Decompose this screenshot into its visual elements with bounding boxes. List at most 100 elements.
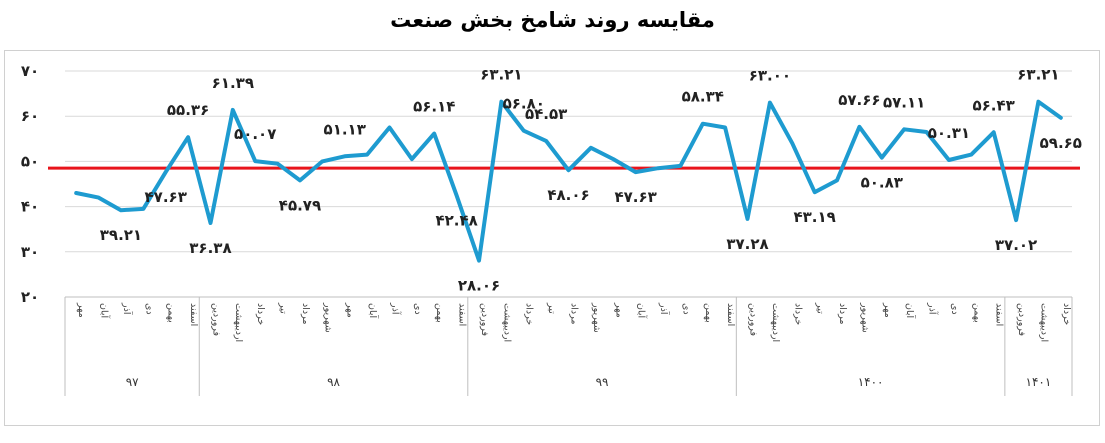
y-tick-label: ۷۰ xyxy=(21,62,39,80)
x-tick-label: آبان xyxy=(636,303,649,319)
data-point xyxy=(141,207,145,211)
data-label: ۵۰.۰۷ xyxy=(234,125,276,143)
data-point xyxy=(276,162,280,166)
data-label: ۴۸.۰۶ xyxy=(547,186,589,204)
data-point xyxy=(880,156,884,160)
x-tick-label: خرداد xyxy=(255,303,266,325)
data-point xyxy=(119,208,123,212)
data-point xyxy=(477,259,481,263)
series-line xyxy=(74,99,1063,263)
x-tick-label: مرداد xyxy=(837,303,848,324)
data-label: ۵۶.۱۴ xyxy=(413,98,455,116)
x-tick-label: اسفند xyxy=(725,303,736,326)
data-point xyxy=(947,158,951,162)
x-tick-label: مهر xyxy=(345,302,356,318)
x-tick-label: آبان xyxy=(904,303,917,319)
data-point xyxy=(186,135,190,139)
x-tick-label: آذر xyxy=(389,302,402,315)
x-tick-label: شهریور xyxy=(859,302,870,333)
data-label: ۵۷.۱۱ xyxy=(883,93,925,111)
data-point xyxy=(567,168,570,172)
data-point xyxy=(74,191,78,195)
data-label: ۵۶.۸۰ xyxy=(503,95,545,113)
x-tick-label: آذر xyxy=(658,302,671,315)
chart-frame xyxy=(4,50,1100,426)
x-tick-label: آذر xyxy=(121,302,134,315)
x-tick-label: فروردین xyxy=(748,303,759,336)
y-tick-label: ۳۰ xyxy=(21,243,39,261)
data-point xyxy=(410,157,414,161)
data-label: ۳۹.۲۱ xyxy=(100,226,142,244)
year-label: ۹۸ xyxy=(327,375,340,389)
data-point xyxy=(320,159,324,163)
data-point xyxy=(432,132,436,136)
x-tick-label: آبان xyxy=(367,303,380,319)
x-tick-label: مهر xyxy=(613,302,624,318)
x-tick-label: اردیبهشت xyxy=(1038,303,1049,342)
x-tick-label: بهمن xyxy=(166,303,177,323)
data-point xyxy=(925,130,929,134)
data-point xyxy=(387,126,391,129)
x-tick-label: فروردین xyxy=(479,303,490,336)
year-label: ۱۴۰۰ xyxy=(858,375,884,389)
data-point xyxy=(746,217,750,221)
data-point xyxy=(298,178,302,182)
data-point xyxy=(253,159,257,163)
x-tick-label: مرداد xyxy=(300,303,311,324)
x-tick-label: خرداد xyxy=(792,303,803,325)
data-label: ۵۴.۵۳ xyxy=(525,105,567,123)
x-tick-label: شهریور xyxy=(322,302,333,333)
data-label: ۵۶.۴۳ xyxy=(973,96,1015,114)
x-tick-label: دی xyxy=(412,303,423,315)
x-tick-label: مهر xyxy=(882,302,893,318)
data-label: ۶۳.۲۱ xyxy=(1017,66,1059,84)
data-point xyxy=(544,139,548,143)
x-tick-label: اردیبهشت xyxy=(501,303,512,342)
data-point xyxy=(678,164,682,168)
data-point xyxy=(768,101,772,105)
x-tick-label: اسفند xyxy=(457,303,468,326)
data-label: ۳۷.۲۸ xyxy=(726,235,768,253)
x-tick-label: آبان xyxy=(99,303,112,319)
data-point xyxy=(499,100,503,104)
data-point xyxy=(365,153,369,157)
data-label: ۵۹.۶۵ xyxy=(1040,134,1082,152)
year-label: ۹۷ xyxy=(126,375,139,389)
data-point xyxy=(522,129,526,133)
data-point xyxy=(701,122,705,126)
x-tick-label: خرداد xyxy=(524,303,535,325)
x-tick-label: اردیبهشت xyxy=(233,303,244,342)
data-point xyxy=(1036,100,1040,104)
x-tick-label: تیر xyxy=(278,302,289,314)
data-point xyxy=(164,170,168,174)
x-tick-label: فروردین xyxy=(210,303,221,336)
data-label: ۴۵.۷۹ xyxy=(279,196,321,214)
data-label: ۴۷.۶۳ xyxy=(614,188,656,206)
x-tick-label: مرداد xyxy=(569,303,580,324)
data-point xyxy=(969,153,973,157)
y-tick-label: ۶۰ xyxy=(21,107,39,125)
data-point xyxy=(1014,218,1018,222)
x-tick-label: دی xyxy=(949,303,960,315)
y-tick-label: ۴۰ xyxy=(21,198,39,216)
x-tick-label: فروردین xyxy=(1016,303,1027,336)
data-label: ۴۷.۶۳ xyxy=(145,188,187,206)
data-label: ۶۳.۰۰ xyxy=(749,67,791,85)
data-point xyxy=(1059,116,1063,120)
data-label: ۶۱.۳۹ xyxy=(212,74,254,92)
x-tick-label: اسفند xyxy=(994,303,1005,326)
data-label: ۳۷.۰۲ xyxy=(995,236,1037,254)
x-tick-label: دی xyxy=(680,303,691,315)
data-point xyxy=(589,146,593,150)
x-tick-label: تیر xyxy=(815,302,826,314)
data-point xyxy=(455,193,459,197)
data-point xyxy=(231,108,235,112)
x-tick-label: شهریور xyxy=(591,302,602,333)
data-point xyxy=(656,166,660,170)
x-tick-label: آذر xyxy=(927,302,940,315)
x-tick-label: بهمن xyxy=(434,303,445,323)
data-label: ۴۲.۴۸ xyxy=(435,211,477,229)
data-label: ۵۰.۸۳ xyxy=(861,174,903,192)
x-tick-label: بهمن xyxy=(971,303,982,323)
data-label: ۵۵.۳۶ xyxy=(167,101,209,119)
